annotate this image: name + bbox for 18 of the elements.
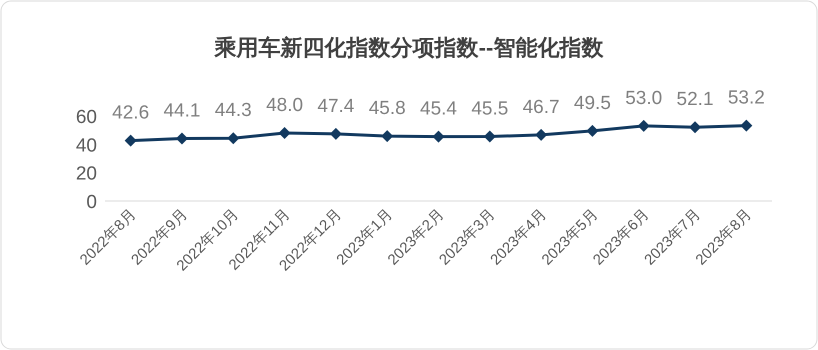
ytick: 20: [76, 164, 97, 185]
data-label: 48.0: [266, 95, 304, 116]
data-label: 44.1: [163, 100, 200, 122]
data-label: 44.3: [214, 100, 252, 122]
data-label: 42.6: [112, 102, 150, 124]
ytick: 60: [76, 107, 97, 128]
data-label: 49.5: [574, 92, 611, 114]
data-label: 46.7: [522, 96, 560, 118]
title: 乘用车新四化指数分项指数--智能化指数: [214, 35, 604, 60]
data-label: 45.4: [420, 98, 457, 120]
data-label: 45.5: [471, 98, 508, 120]
ytick: 0: [86, 192, 97, 213]
data-label: 45.8: [368, 98, 406, 120]
data-label: 47.4: [317, 96, 354, 117]
data-label: 53.0: [625, 88, 662, 109]
data-label: 52.1: [676, 89, 714, 110]
data-label: 53.2: [728, 88, 765, 109]
ytick: 40: [76, 135, 97, 156]
